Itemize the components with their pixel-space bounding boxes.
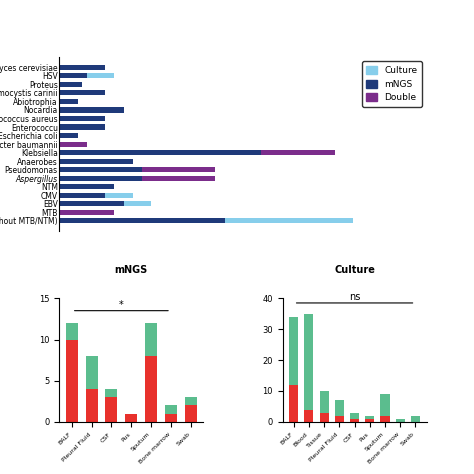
Title: mNGS: mNGS [115,265,148,275]
Legend: Negative, Postive: Negative, Postive [292,305,350,331]
Bar [261,150,298,155]
Bar [350,412,359,419]
Bar [304,410,313,422]
Bar [106,397,118,422]
Bar [59,91,105,95]
Bar [59,167,142,172]
Bar [86,356,98,389]
Bar [381,394,390,416]
Bar [59,201,124,206]
Bar [185,405,197,422]
Bar [145,323,157,356]
Bar [185,397,197,405]
Bar [142,167,215,172]
Bar [335,400,344,416]
Bar [365,416,374,419]
Bar [365,419,374,422]
Bar [59,150,261,155]
Bar [124,201,151,206]
Bar [145,356,157,422]
Bar [381,416,390,422]
Legend: Culture, mNGS, Double: Culture, mNGS, Double [362,62,422,107]
Bar [350,419,359,422]
Bar [225,218,353,223]
Bar [125,414,137,422]
Bar [335,416,344,422]
Bar [106,389,118,397]
Bar [261,150,335,155]
Bar [66,323,78,339]
Bar [59,218,225,223]
Bar [289,317,298,385]
Bar [59,133,78,138]
Bar [59,65,105,70]
Bar [59,125,105,129]
Bar [105,192,133,198]
Bar [165,414,177,422]
Bar [59,108,124,112]
Bar [59,159,133,164]
Bar [304,314,313,410]
Bar [165,405,177,414]
Bar [289,385,298,422]
Title: Culture: Culture [334,265,375,275]
Bar [59,210,114,215]
Bar [396,419,405,422]
Bar [59,176,142,181]
Bar [411,416,420,422]
Bar [59,99,78,104]
Bar [59,184,114,189]
Bar [87,73,114,78]
Bar [86,389,98,422]
Text: *: * [119,300,124,310]
Bar [59,82,82,87]
Bar [319,391,328,412]
Bar [319,412,328,422]
Bar [59,73,87,78]
Bar [59,142,87,146]
Bar [142,176,215,181]
Text: ns: ns [349,292,360,302]
Bar [66,339,78,422]
Bar [59,116,105,121]
Bar [59,192,105,198]
